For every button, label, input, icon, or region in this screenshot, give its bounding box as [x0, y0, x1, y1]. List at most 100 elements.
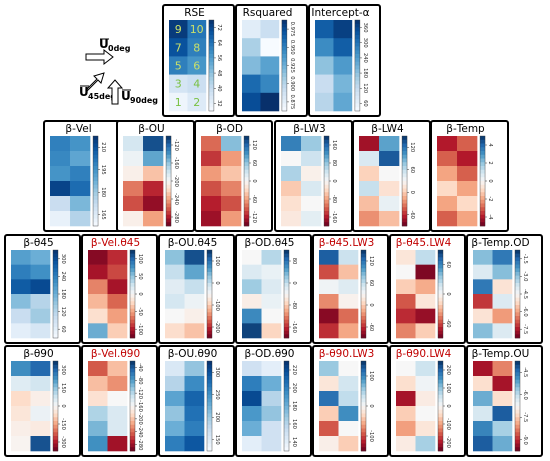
colorbar-tick-label: 4 [487, 143, 493, 147]
colorbar-tick-label: 0 [368, 303, 374, 306]
colorbar-segment [438, 257, 443, 262]
heatmap-cell [107, 250, 128, 265]
colorbar-segment [130, 413, 135, 418]
colorbar-segment [207, 279, 212, 284]
colorbar-segment [284, 305, 289, 309]
colorbar-tick-label: 0 [291, 281, 297, 284]
heatmap-cell [338, 294, 359, 309]
colorbar-tick-label: 56 [216, 55, 222, 62]
colorbar-segment [166, 139, 172, 144]
colorbar-segment [284, 368, 289, 373]
heatmap-cell [281, 166, 302, 182]
heatmap-cell [301, 136, 322, 152]
heatmap-cell [30, 250, 51, 265]
heatmap-cell [415, 279, 436, 295]
colorbar-segment [480, 169, 486, 174]
colorbar-tick-label: 60 [60, 326, 66, 333]
heatmap-cell [201, 166, 222, 182]
colorbar-segment [281, 76, 287, 81]
colorbar-segment [438, 421, 443, 426]
colorbar-segment [480, 177, 486, 182]
colorbar-segment [284, 330, 289, 335]
colorbar-segment [354, 61, 360, 66]
heatmap-cell [359, 166, 380, 182]
colorbar-segment [515, 312, 520, 317]
colorbar-tick-label: 0.950 [289, 40, 295, 55]
colorbar-segment [402, 199, 408, 204]
colorbar-tick-label: 60 [368, 280, 374, 287]
heatmap-cell [492, 308, 513, 324]
colorbar-segment [208, 69, 214, 74]
colorbar-segment [130, 294, 135, 298]
colorbar-segment [93, 184, 99, 189]
colorbar-segment [284, 376, 289, 381]
colorbar-tick-label: -280 [173, 211, 179, 223]
colorbar-segment [284, 279, 289, 284]
colorbar-segment [361, 447, 366, 452]
colorbar-segment [53, 383, 58, 388]
heatmap-panel-beta-od-theta45: β-OD.θ45 80 0 -80 -160 [235, 234, 312, 344]
colorbar-segment [361, 323, 366, 328]
colorbar-tick-label: 160 [291, 419, 297, 429]
cell-label: 5 [175, 60, 182, 73]
heatmap-cell [242, 38, 261, 57]
colorbar-segment [166, 184, 172, 189]
colorbar-segment [324, 211, 330, 216]
colorbar-segment [53, 417, 58, 422]
colorbar-segment [53, 253, 58, 258]
colorbar-segment [361, 290, 366, 295]
heatmap-cell [415, 391, 436, 407]
colorbar-segment [281, 92, 287, 97]
colorbar-tick-label: 165 [100, 210, 106, 220]
heatmap-panel-beta-theta45: β-θ45 300 240 180 120 60 [4, 234, 81, 344]
colorbar-segment [438, 436, 443, 441]
heatmap-cell [338, 250, 359, 265]
colorbar-segment [207, 301, 212, 306]
colorbar-segment [324, 173, 330, 178]
colorbar-segment [130, 436, 135, 441]
colorbar-segment [324, 166, 330, 171]
heatmap-cell [221, 166, 242, 182]
colorbar-segment [166, 169, 172, 174]
heatmap-cell [379, 211, 400, 227]
colorbar-segment [515, 286, 520, 291]
colorbar-segment [438, 417, 443, 422]
colorbar-tick-label: 60 [445, 261, 451, 268]
panel-title: β-θ90 [23, 348, 53, 360]
colorbar-segment [281, 54, 287, 59]
colorbar-tick-label: -120 [173, 139, 179, 151]
colorbar-segment [361, 432, 366, 437]
colorbar-segment [207, 275, 212, 280]
colorbar-segment [361, 443, 366, 448]
u0deg-label: U 0deg [99, 37, 131, 53]
colorbar-segment [53, 372, 58, 377]
heatmap-cell [30, 323, 51, 339]
colorbar-segment [53, 368, 58, 373]
colorbar-segment [284, 327, 289, 331]
colorbar-segment [281, 57, 287, 63]
colorbar-tick-label: -200 [445, 436, 451, 448]
colorbar-segment [130, 372, 135, 377]
colorbar-tick-label: -160 [331, 211, 337, 223]
heatmap-cell [260, 56, 280, 75]
colorbar-tick-label: -60 [251, 195, 257, 203]
colorbar-segment [208, 54, 214, 59]
heatmap-cell [473, 250, 493, 265]
colorbar-segment [281, 35, 287, 40]
colorbar-segment [53, 432, 58, 437]
colorbar-segment [438, 301, 443, 306]
colorbar-segment [284, 391, 289, 396]
heatmap-panel-beta-theta45-lw4: β-θ45.LW4 60 0 -60 [389, 234, 466, 344]
colorbar-segment [480, 147, 486, 152]
colorbar-segment [354, 23, 360, 28]
colorbar-tick-label: -200 [214, 321, 220, 333]
arrow-right-icon [85, 48, 114, 66]
heatmap-cell [415, 250, 436, 265]
colorbar-segment [438, 398, 443, 403]
colorbar-segment [208, 84, 214, 89]
heatmap-cell [492, 323, 513, 339]
colorbar-segment [402, 173, 408, 178]
heatmap-cell [165, 250, 185, 265]
u90deg-symbol: U [121, 89, 131, 103]
